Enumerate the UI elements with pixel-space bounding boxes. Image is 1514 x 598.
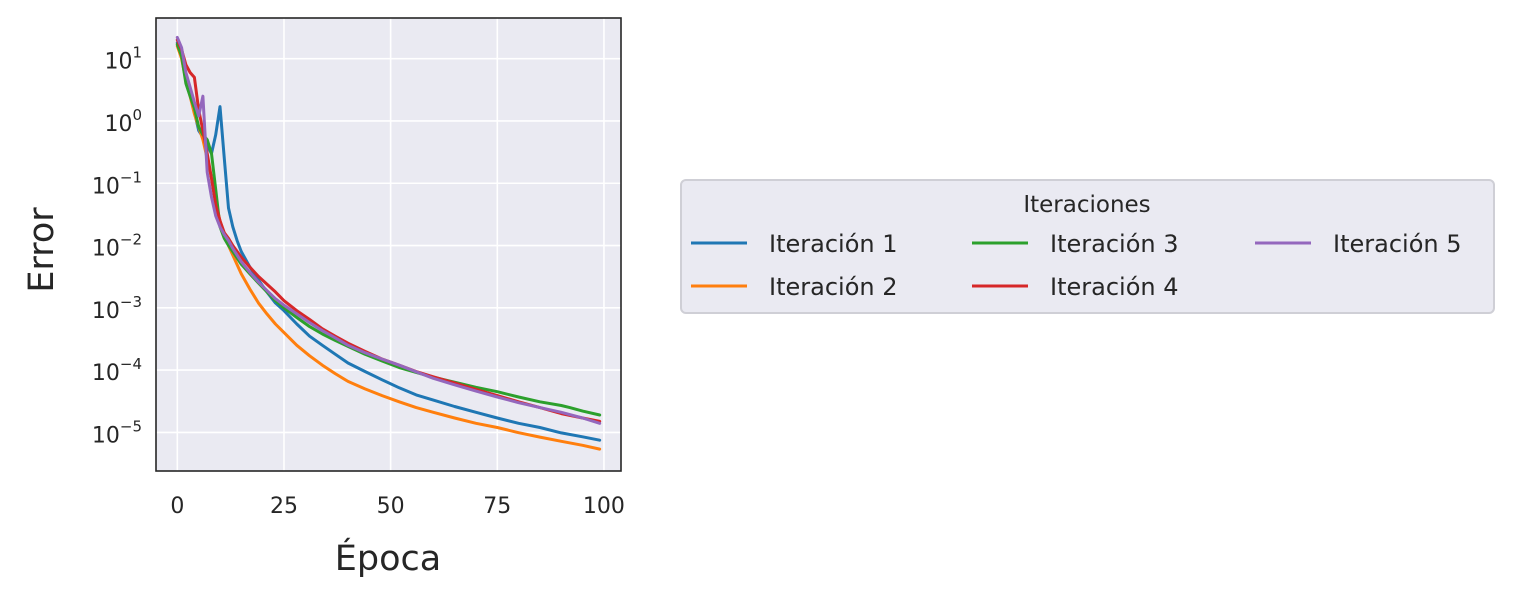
y-tick-label: 10−5 [92,417,142,448]
y-tick-label: 10−2 [92,231,142,262]
legend-title: Iteraciones [1023,192,1150,218]
y-axis-label: Error [22,207,62,293]
x-tick-label: 75 [483,494,511,519]
x-tick-label: 50 [377,494,405,519]
series-line-5 [175,35,602,425]
legend-label: Iteración 2 [769,273,897,301]
y-tick-label: 100 [104,106,142,137]
legend-label: Iteración 3 [1050,230,1178,258]
y-tick-label: 101 [104,44,142,75]
y-tick-label: 10−1 [92,168,142,199]
legend-box [680,179,1495,314]
series-lines [175,35,602,451]
legend-item-1: Iteración 1 [691,230,897,258]
legend-label: Iteración 1 [769,230,897,258]
legend-label: Iteración 5 [1333,230,1461,258]
x-tick-labels: 0 25 50 75 100 [170,494,625,519]
x-tick-label: 100 [583,494,625,519]
legend-label: Iteración 4 [1050,273,1178,301]
x-tick-label: 0 [170,494,184,519]
legend-entries: Iteración 1 Iteración 2 Iteración 3 Iteraci… [691,230,1461,301]
y-tick-label: 10−3 [92,293,142,324]
y-tick-labels: 10−5 10−4 10−3 10−2 10−1 100 101 [92,44,142,449]
legend-item-2: Iteración 2 [691,273,897,301]
legend-item-5: Iteración 5 [1255,230,1461,258]
y-tick-label: 10−4 [92,355,142,386]
series-line-2 [175,44,602,451]
legend-item-3: Iteración 3 [972,230,1178,258]
legend-item-4: Iteración 4 [972,273,1178,301]
plot-frame [155,17,622,472]
x-axis-label: Época [335,537,441,579]
x-tick-label: 25 [270,494,298,519]
